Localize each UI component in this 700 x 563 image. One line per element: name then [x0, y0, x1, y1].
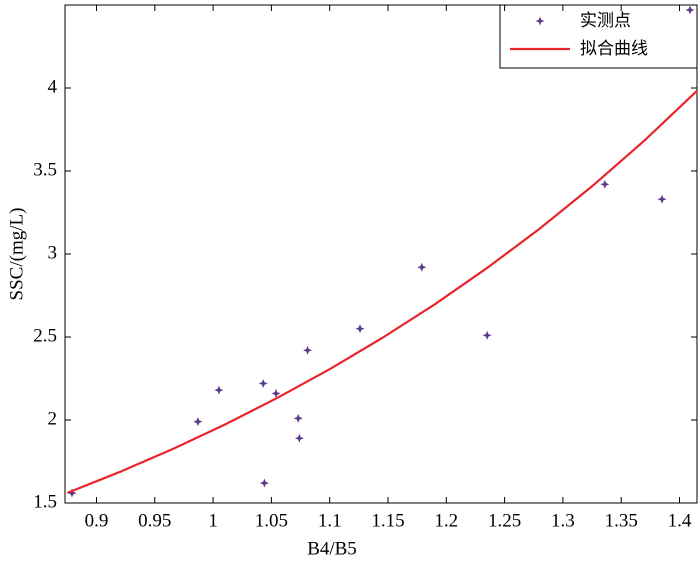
data-point [294, 433, 304, 443]
y-axis-label: SSC/(mg/L) [6, 208, 27, 301]
legend-box [499, 4, 698, 69]
data-point [355, 324, 365, 334]
x-tick-label: 1.05 [255, 510, 288, 531]
y-tick-label: 4 [48, 76, 58, 97]
fit-curve [66, 90, 698, 494]
data-point [293, 413, 303, 423]
x-tick-label: 1.2 [434, 510, 458, 531]
x-axis-label: B4/B5 [307, 538, 357, 559]
data-point [193, 417, 203, 427]
legend-marker [535, 16, 545, 26]
data-point [214, 385, 224, 395]
data-point [417, 262, 427, 272]
legend-label: 拟合曲线 [580, 39, 648, 59]
data-point [685, 5, 695, 15]
data-point [600, 179, 610, 189]
x-tick-label: 0.95 [138, 510, 171, 531]
x-tick-label: 1.35 [605, 510, 638, 531]
x-tick-label: 1.1 [318, 510, 342, 531]
x-tick-label: 1.4 [668, 510, 692, 531]
y-tick-label: 3.5 [33, 159, 57, 180]
data-point [303, 345, 313, 355]
y-tick-label: 1.5 [33, 491, 57, 512]
x-tick-label: 1.3 [551, 510, 575, 531]
x-tick-label: 1.25 [488, 510, 521, 531]
data-point [482, 330, 492, 340]
plot-frame [64, 4, 698, 504]
x-tick-label: 1.15 [371, 510, 404, 531]
data-point [67, 488, 77, 498]
x-tick-label: 1 [208, 510, 218, 531]
x-tick-label: 0.9 [85, 510, 109, 531]
data-point [258, 378, 268, 388]
y-tick-label: 3 [48, 242, 58, 263]
y-tick-label: 2.5 [33, 325, 57, 346]
data-point [657, 194, 667, 204]
legend-label: 实测点 [580, 11, 631, 31]
data-point [271, 388, 281, 398]
data-point [259, 478, 269, 488]
y-tick-label: 2 [48, 408, 58, 429]
